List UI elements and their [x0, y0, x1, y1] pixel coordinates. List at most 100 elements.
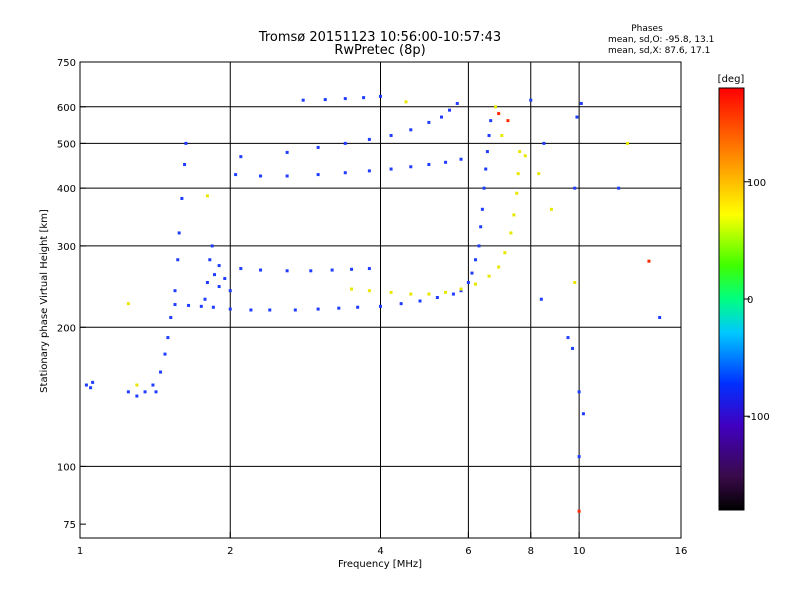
data-point: [379, 304, 382, 308]
data-point: [285, 269, 289, 273]
data-point: [473, 258, 477, 262]
data-point: [455, 101, 459, 105]
data-point: [173, 289, 177, 293]
data-point: [151, 383, 155, 387]
data-point: [367, 289, 371, 293]
data-point: [515, 191, 519, 195]
data-point: [549, 207, 553, 211]
data-point: [154, 390, 158, 394]
y-axis-ticks: 75 100 200 300 400 500 600 750: [57, 58, 86, 531]
x-axis-ticks: 1 2 4 6 8 10 16: [77, 532, 688, 557]
data-point: [208, 258, 212, 262]
data-point: [542, 141, 546, 145]
data-point: [487, 134, 491, 138]
y-tick-label: 750: [57, 58, 76, 69]
data-point: [404, 100, 408, 104]
x-tick-label: 10: [573, 546, 586, 557]
data-point: [285, 150, 289, 154]
data-point: [205, 194, 209, 198]
data-point: [577, 455, 581, 459]
data-point: [503, 251, 507, 255]
x-tick-label: 2: [227, 546, 233, 557]
data-point: [367, 169, 371, 173]
data-point: [187, 303, 191, 307]
data-point: [523, 154, 527, 158]
data-point: [539, 297, 543, 301]
colorbar: [719, 88, 744, 510]
x-tick-label: 8: [528, 546, 534, 557]
data-point: [169, 315, 173, 319]
data-point: [577, 509, 581, 513]
data-point: [367, 137, 371, 141]
data-point: [487, 274, 491, 278]
data-point: [239, 155, 243, 159]
data-point: [203, 297, 207, 301]
data-point: [285, 174, 289, 178]
data-point: [577, 390, 581, 394]
x-tick-label: 4: [377, 546, 383, 557]
data-point: [470, 271, 474, 275]
data-point: [323, 98, 327, 102]
data-point: [509, 231, 513, 235]
data-point: [473, 282, 477, 286]
stats-line-o: mean, sd,O: -95.8, 13.1: [608, 35, 714, 45]
data-point: [205, 281, 209, 285]
data-point: [494, 105, 498, 109]
data-point: [89, 386, 93, 390]
y-tick-label: 400: [57, 184, 76, 195]
data-point: [409, 165, 413, 169]
data-point: [228, 289, 232, 293]
data-point: [482, 186, 486, 190]
data-point: [459, 157, 463, 161]
colorbar-tick-label: 0: [747, 295, 753, 306]
data-point: [217, 264, 221, 268]
data-point: [497, 112, 501, 116]
data-point: [234, 173, 238, 177]
data-point: [512, 213, 516, 217]
data-point: [173, 303, 177, 307]
data-point: [213, 273, 217, 277]
data-point: [448, 108, 452, 112]
data-point: [293, 308, 297, 312]
colorbar-tick-label: 100: [747, 178, 766, 189]
data-point: [459, 289, 463, 293]
data-point: [91, 380, 95, 384]
data-point: [199, 304, 203, 308]
data-point: [166, 336, 170, 340]
data-point: [343, 171, 347, 175]
data-point: [444, 290, 448, 294]
data-point: [316, 307, 320, 311]
data-point: [223, 277, 227, 281]
data-point: [427, 120, 431, 124]
data-point: [135, 394, 139, 398]
data-point: [529, 98, 533, 102]
data-point: [259, 174, 263, 178]
data-point: [163, 352, 167, 356]
colorbar-label: [deg]: [718, 74, 745, 85]
data-point: [466, 281, 470, 285]
data-point: [518, 150, 522, 154]
data-point: [484, 167, 488, 171]
data-point: [516, 172, 520, 176]
data-point: [159, 370, 163, 374]
x-tick-label: 16: [675, 546, 688, 557]
data-point: [571, 346, 575, 350]
data-points: [84, 94, 662, 513]
data-point: [647, 259, 651, 263]
data-point: [500, 134, 504, 138]
colorbar-tick-label: -100: [747, 412, 770, 423]
data-point: [268, 308, 272, 312]
data-point: [362, 96, 366, 100]
data-point: [316, 173, 320, 177]
data-point: [418, 299, 422, 303]
data-point: [228, 307, 232, 311]
data-point: [399, 302, 403, 306]
data-point: [350, 287, 354, 291]
data-point: [459, 287, 463, 291]
data-point: [389, 134, 393, 138]
data-point: [316, 145, 320, 149]
chart-title: Tromsø 20151123 10:56:00-10:57:43: [258, 30, 501, 45]
data-point: [573, 186, 577, 190]
y-tick-label: 500: [57, 139, 76, 150]
